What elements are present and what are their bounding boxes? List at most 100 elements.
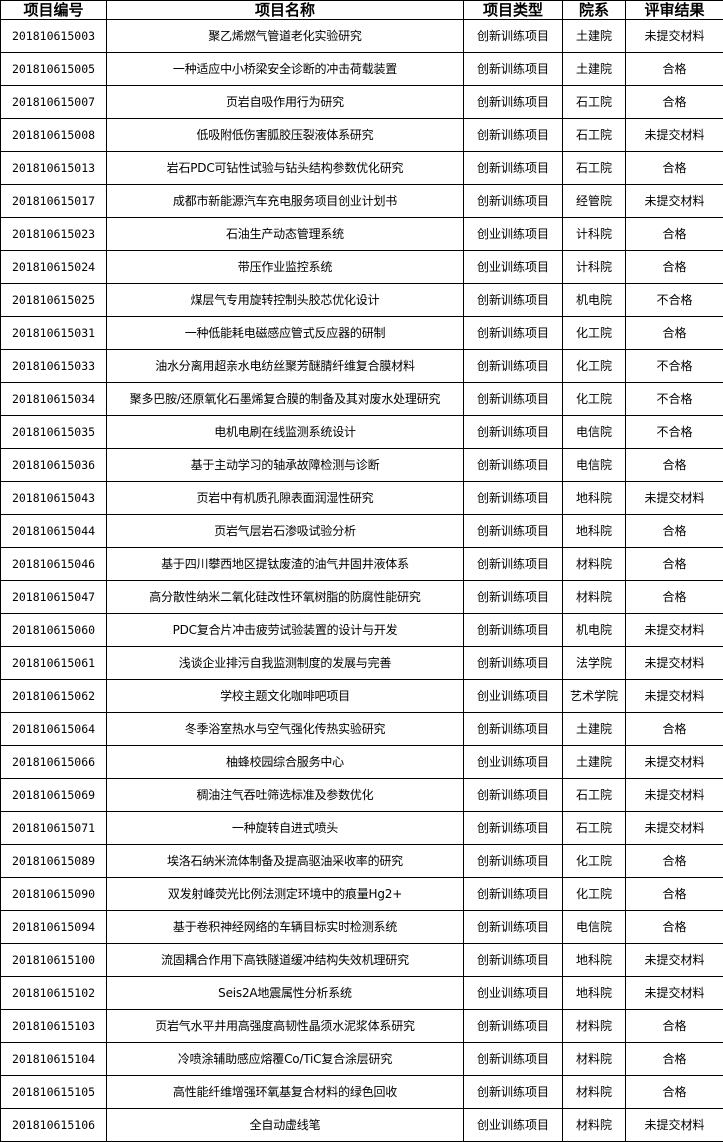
department-cell: 法学院 (563, 647, 626, 680)
project-type-cell: 创新训练项目 (464, 317, 563, 350)
department-cell: 土建院 (563, 746, 626, 779)
project-type-cell: 创新训练项目 (464, 86, 563, 119)
project-type-cell: 创新训练项目 (464, 1043, 563, 1076)
review-result-cell: 不合格 (626, 350, 723, 383)
department-cell: 计科院 (563, 251, 626, 284)
department-cell: 化工院 (563, 350, 626, 383)
project-id-cell: 201810615061 (1, 647, 107, 680)
review-result-cell: 未提交材料 (626, 119, 723, 152)
project-type-cell: 创新训练项目 (464, 845, 563, 878)
project-name-cell: 冬季浴室热水与空气强化传热实验研究 (107, 713, 464, 746)
header-department: 院系 (563, 1, 626, 20)
project-name-cell: 双发射峰荧光比例法测定环境中的痕量Hg2+ (107, 878, 464, 911)
project-name-cell: 煤层气专用旋转控制头胶芯优化设计 (107, 284, 464, 317)
review-result-cell: 合格 (626, 317, 723, 350)
review-result-cell: 合格 (626, 515, 723, 548)
project-type-cell: 创新训练项目 (464, 779, 563, 812)
review-result-cell: 合格 (626, 1043, 723, 1076)
review-result-cell: 合格 (626, 1010, 723, 1043)
department-cell: 化工院 (563, 845, 626, 878)
header-type: 项目类型 (464, 1, 563, 20)
project-name-cell: 成都市新能源汽车充电服务项目创业计划书 (107, 185, 464, 218)
department-cell: 材料院 (563, 1043, 626, 1076)
project-id-cell: 201810615024 (1, 251, 107, 284)
project-type-cell: 创新训练项目 (464, 647, 563, 680)
project-name-cell: 一种适应中小桥梁安全诊断的冲击荷载装置 (107, 53, 464, 86)
department-cell: 土建院 (563, 20, 626, 53)
project-type-cell: 创新训练项目 (464, 911, 563, 944)
project-type-cell: 创业训练项目 (464, 251, 563, 284)
project-id-cell: 201810615089 (1, 845, 107, 878)
project-name-cell: 一种旋转自进式喷头 (107, 812, 464, 845)
review-result-cell: 合格 (626, 449, 723, 482)
department-cell: 地科院 (563, 515, 626, 548)
project-id-cell: 201810615031 (1, 317, 107, 350)
review-result-cell: 不合格 (626, 416, 723, 449)
project-name-cell: 聚多巴胺/还原氧化石墨烯复合膜的制备及其对废水处理研究 (107, 383, 464, 416)
project-id-cell: 201810615017 (1, 185, 107, 218)
project-type-cell: 创新训练项目 (464, 1010, 563, 1043)
department-cell: 石工院 (563, 779, 626, 812)
review-result-cell: 未提交材料 (626, 185, 723, 218)
project-type-cell: 创新训练项目 (464, 53, 563, 86)
project-type-cell: 创新训练项目 (464, 449, 563, 482)
review-result-cell: 合格 (626, 845, 723, 878)
project-type-cell: 创新训练项目 (464, 581, 563, 614)
review-result-cell: 未提交材料 (626, 812, 723, 845)
project-id-cell: 201810615069 (1, 779, 107, 812)
review-result-cell: 合格 (626, 152, 723, 185)
project-id-cell: 201810615064 (1, 713, 107, 746)
review-result-cell: 合格 (626, 581, 723, 614)
review-result-cell: 未提交材料 (626, 977, 723, 1010)
review-result-cell: 合格 (626, 713, 723, 746)
project-type-cell: 创新训练项目 (464, 383, 563, 416)
project-type-cell: 创新训练项目 (464, 416, 563, 449)
review-result-cell: 未提交材料 (626, 680, 723, 713)
project-id-cell: 201810615035 (1, 416, 107, 449)
project-type-cell: 创新训练项目 (464, 515, 563, 548)
project-id-cell: 201810615036 (1, 449, 107, 482)
review-result-cell: 未提交材料 (626, 614, 723, 647)
project-id-cell: 201810615007 (1, 86, 107, 119)
project-name-cell: 一种低能耗电磁感应管式反应器的研制 (107, 317, 464, 350)
department-cell: 化工院 (563, 383, 626, 416)
project-type-cell: 创新训练项目 (464, 812, 563, 845)
project-type-cell: 创新训练项目 (464, 185, 563, 218)
review-result-cell: 未提交材料 (626, 779, 723, 812)
project-name-cell: 稠油注气吞吐筛选标准及参数优化 (107, 779, 464, 812)
project-name-cell: 电机电刷在线监测系统设计 (107, 416, 464, 449)
review-result-cell: 合格 (626, 548, 723, 581)
project-id-cell: 201810615013 (1, 152, 107, 185)
project-name-cell: 聚乙烯燃气管道老化实验研究 (107, 20, 464, 53)
project-name-cell: 流固耦合作用下高铁隧道缓冲结构失效机理研究 (107, 944, 464, 977)
project-type-cell: 创新训练项目 (464, 284, 563, 317)
review-result-cell: 未提交材料 (626, 746, 723, 779)
department-cell: 电信院 (563, 449, 626, 482)
project-id-cell: 201810615034 (1, 383, 107, 416)
department-cell: 计科院 (563, 218, 626, 251)
department-cell: 石工院 (563, 119, 626, 152)
review-result-cell: 合格 (626, 911, 723, 944)
project-name-cell: 油水分离用超亲水电纺丝聚芳醚腈纤维复合膜材料 (107, 350, 464, 383)
project-id-cell: 201810615023 (1, 218, 107, 251)
department-cell: 化工院 (563, 317, 626, 350)
department-cell: 材料院 (563, 1109, 626, 1142)
project-id-cell: 201810615033 (1, 350, 107, 383)
project-name-cell: 岩石PDC可钻性试验与钻头结构参数优化研究 (107, 152, 464, 185)
department-cell: 土建院 (563, 713, 626, 746)
department-cell: 地科院 (563, 944, 626, 977)
